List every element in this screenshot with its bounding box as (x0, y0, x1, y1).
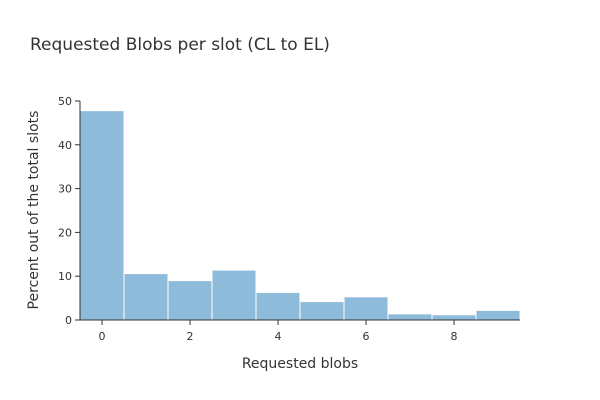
y-tick-label-40: 40 (58, 139, 72, 152)
bar-6 (343, 296, 389, 321)
y-tick-label-10: 10 (58, 270, 72, 283)
bar-8 (431, 314, 477, 321)
x-tick-label-2: 2 (187, 330, 194, 343)
x-axis-label: Requested blobs (242, 356, 358, 372)
bar-1 (123, 273, 169, 321)
x-axis-ticks: 0 2 4 6 8 (99, 320, 458, 343)
bar-0 (79, 110, 125, 321)
bar-3 (211, 269, 257, 321)
bar-2 (167, 280, 213, 321)
bar-9 (475, 309, 521, 321)
y-tick-label-30: 30 (58, 183, 72, 196)
y-tick-label-0: 0 (65, 314, 72, 327)
bar-5 (299, 301, 345, 321)
bar-7 (387, 313, 433, 321)
x-tick-label-6: 6 (363, 330, 370, 343)
y-tick-label-50: 50 (58, 95, 72, 108)
x-tick-label-4: 4 (275, 330, 282, 343)
y-axis-ticks: 0 10 20 30 40 50 (58, 95, 80, 327)
x-tick-label-0: 0 (99, 330, 106, 343)
bar-4 (255, 291, 301, 321)
bars-group (79, 110, 521, 321)
y-axis-label: Percent out of the total slots (26, 111, 42, 310)
chart-title: Requested Blobs per slot (CL to EL) (30, 35, 330, 55)
y-tick-label-20: 20 (58, 226, 72, 239)
x-tick-label-8: 8 (451, 330, 458, 343)
